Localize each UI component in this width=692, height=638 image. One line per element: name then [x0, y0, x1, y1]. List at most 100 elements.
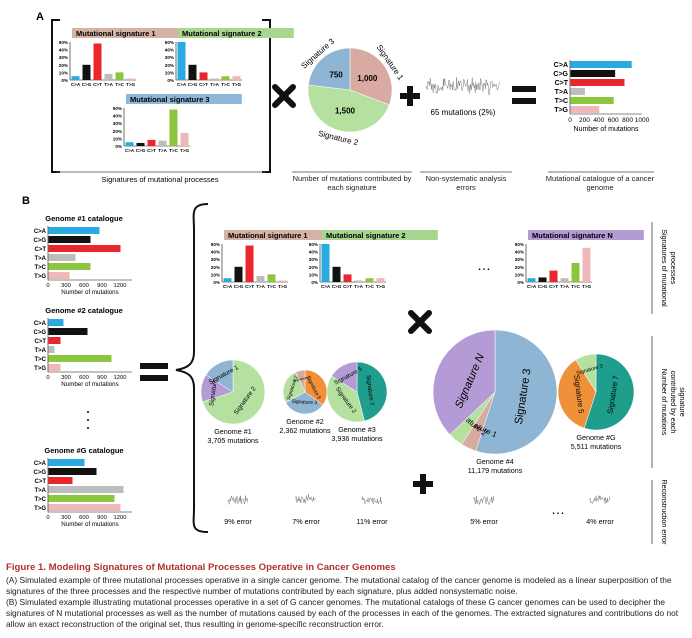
b-y-tick-label: 10% [309, 272, 318, 277]
b-genome-pie-slice [205, 359, 234, 393]
b-y-tick-label: 20% [309, 265, 318, 270]
a-y-tick-label: 50% [59, 40, 68, 45]
b-2-catalog-bar [48, 355, 112, 362]
b-y-tick-label: 20% [515, 265, 524, 270]
a-signature-bar [188, 64, 197, 80]
a-catalog-bar [570, 106, 600, 113]
b-y-tick-label: 10% [515, 272, 524, 277]
b-signature-bar [267, 274, 276, 282]
b-signature-bar [343, 274, 352, 282]
a-x-tick-label: C>A [71, 82, 81, 87]
a-y-tick-label: 40% [165, 48, 174, 53]
panel-a-signatures: Mutational signature 150%40%30%20%10%0%C… [59, 28, 294, 153]
error-trace [473, 496, 494, 506]
b-genome-pie-slice [475, 329, 558, 455]
genome-name: Genome #4 [476, 457, 514, 466]
a-signature-title: Mutational signature 3 [130, 95, 210, 104]
b-x-tick-label: T>C [267, 284, 276, 289]
b-signature-bar [571, 263, 580, 282]
a-y-tick-label: 30% [165, 55, 174, 60]
a-signature-bar [82, 64, 91, 80]
b-signature-bar [321, 244, 330, 282]
b-1-catalog-bar [48, 227, 100, 234]
side-label-error: Reconstruction error [660, 479, 669, 545]
a-pie-slice [349, 47, 393, 106]
genome-name: Genome #2 [286, 417, 324, 426]
a-signature-chart-1: Mutational signature 150%40%30%20%10%0%C… [59, 28, 188, 87]
b-signature-bar [549, 270, 558, 282]
a-catalog-x-tick: 1000 [635, 117, 650, 124]
a-signature-bar [115, 72, 124, 80]
a-y-tick-label: 10% [59, 70, 68, 75]
b-genome-pie-slice [575, 353, 597, 393]
error-trace [227, 495, 248, 505]
a-y-tick-label: 0% [61, 78, 68, 83]
b-1-category-label: C>T [34, 247, 46, 253]
plus-sign-a [400, 86, 420, 106]
b-y-tick-label: 0% [311, 280, 318, 285]
panel-a-noise [425, 77, 500, 96]
b-signature-bar [278, 280, 287, 282]
genome-name: Genome #1 [214, 427, 252, 436]
b-genome-pie-slice [304, 369, 328, 406]
b-signature-bar [332, 266, 341, 282]
b-1-category-label: C>A [34, 229, 47, 235]
b-signature-bar [365, 278, 374, 282]
a-pie-slice [307, 84, 390, 133]
b-2-category-label: C>A [34, 321, 47, 327]
a-x-tick-label: T>G [232, 82, 241, 87]
b-x-tick-label: T>C [365, 284, 374, 289]
a-x-tick-label: T>A [210, 82, 219, 87]
b-genome-pie-slice-name: Signature 1 [293, 375, 311, 383]
b-x-tick-label: T>G [582, 284, 591, 289]
b-catalog-title: Genome #2 catalogue [45, 306, 123, 315]
b-y-tick-label: 30% [211, 257, 220, 262]
b-3-x-tick: 1200 [114, 515, 127, 521]
a-catalog-bar [570, 79, 625, 86]
genome-mutation-count: 11,179 mutations [468, 466, 523, 475]
b-signature-bar [376, 278, 385, 282]
a-x-tick-label: T>A [104, 82, 113, 87]
b-x-tick-label: C>A [223, 284, 233, 289]
b-catalog-title: Genome #G catalogue [44, 446, 123, 455]
b-signature-title-box [322, 230, 438, 240]
multiply-sign-b [408, 310, 432, 334]
a-catalog-x-axis-label: Number of mutations [574, 126, 639, 133]
multiply-sign-a [272, 84, 296, 108]
large-brace [175, 203, 209, 533]
error-trace [361, 496, 382, 505]
b-2-catalog-bar [48, 346, 55, 353]
b-genome-pie-slice-name: Signature 3 [291, 399, 317, 407]
a-signature-title: Mutational signature 2 [182, 29, 262, 38]
a-pie-value-label: 1,000 [357, 74, 378, 83]
b-y-tick-label: 30% [515, 257, 524, 262]
b-1-catalog-bar [48, 254, 76, 261]
b-1-x-tick: 600 [79, 283, 89, 289]
a-y-tick-label: 30% [59, 55, 68, 60]
signature-ellipsis: … [477, 257, 491, 273]
a-signature-title-box [178, 28, 294, 38]
a-catalog-bar [570, 88, 585, 95]
a-catalog-category-label: C>A [554, 62, 568, 69]
caption-paragraph-b: (B) Simulated example illustrating mutat… [6, 597, 679, 629]
a-signature-bar [169, 109, 178, 146]
a-catalog-x-tick: 0 [568, 117, 572, 124]
b-signature-bar [582, 247, 591, 282]
b-3-catalog-bar [48, 459, 85, 466]
b-3-catalog-bar [48, 477, 73, 484]
equals-sign-b [140, 363, 168, 381]
plus-sign-b [413, 474, 433, 494]
b-2-x-axis-label: Number of mutations [61, 381, 118, 388]
b-signature-bar [538, 277, 547, 282]
a-x-tick-label: C>T [199, 82, 208, 87]
b-signature-bar [560, 278, 569, 282]
b-x-tick-label: C>T [549, 284, 558, 289]
b-genome-pie-slice [282, 371, 306, 403]
b-y-tick-label: 20% [211, 265, 220, 270]
panel-b-side-labels: Signatures of mutational processes Number … [660, 229, 687, 545]
